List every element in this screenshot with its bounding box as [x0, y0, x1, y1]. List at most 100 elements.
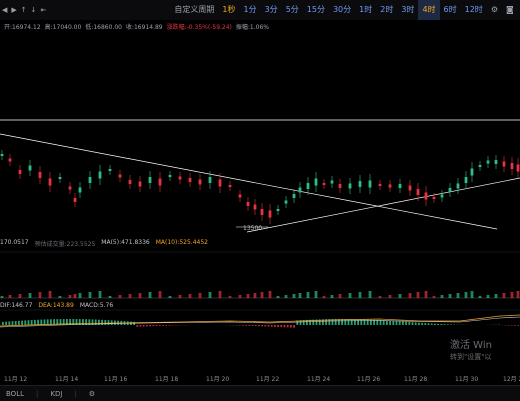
volume-bar: [209, 292, 212, 298]
candle-body: [293, 194, 296, 198]
macd-bar: [450, 324, 452, 325]
macd-bar: [511, 325, 513, 326]
candle-body: [19, 170, 22, 174]
candle-body: [79, 188, 82, 193]
candle-body: [239, 195, 242, 198]
macd-bar: [248, 325, 250, 326]
volume-bar: [247, 294, 250, 298]
volume-bar: [479, 296, 482, 298]
candle-body: [487, 161, 490, 164]
candle-body: [441, 195, 444, 198]
macd-bar: [284, 325, 286, 327]
candle-body: [331, 181, 334, 184]
candle-body: [471, 169, 474, 176]
macd-bar: [293, 325, 295, 328]
volume-bar: [517, 291, 520, 298]
macd-value: MACD:5.76: [80, 302, 113, 309]
volume-bar: [495, 294, 498, 298]
candle-body: [219, 180, 222, 187]
macd-bar: [447, 324, 449, 325]
candle-body: [179, 177, 182, 180]
volume-bar: [307, 292, 310, 298]
candle-body: [169, 175, 172, 177]
candle-body: [129, 180, 132, 184]
x-tick-label: 11月 30: [455, 374, 478, 383]
macd-bar: [351, 319, 353, 325]
volume-bar: [129, 294, 132, 298]
macd-bar: [146, 325, 148, 326]
gear-icon[interactable]: ⚙: [83, 390, 101, 398]
candle-body: [59, 177, 62, 179]
macd-bar: [255, 325, 257, 326]
candle-body: [29, 166, 32, 171]
volume-bar: [331, 295, 334, 298]
macd-bar: [162, 325, 164, 326]
macd-bar: [8, 321, 10, 325]
candle-body: [69, 187, 72, 190]
windows-activation-watermark: 激活 Win: [450, 336, 492, 351]
volume-bar: [109, 296, 112, 298]
macd-bar: [108, 320, 110, 325]
macd-bar: [418, 323, 420, 325]
volume-bar: [219, 291, 222, 298]
macd-bar: [271, 325, 273, 327]
volume-bar: [1, 296, 4, 298]
macd-bars-group: [2, 319, 519, 328]
macd-bar: [252, 325, 254, 326]
candle-body: [189, 178, 192, 182]
x-tick-label: 11月 28: [404, 374, 427, 383]
macd-bar: [258, 325, 260, 326]
macd-bar: [389, 321, 391, 325]
volume-bar: [465, 292, 468, 298]
volume-bar: [119, 295, 122, 298]
ma5-value: MA(5):471.8336: [101, 239, 149, 248]
ma-predicted: 预估成交量:223.5525: [35, 239, 96, 248]
x-tick-label: 11月 26: [357, 374, 380, 383]
volume-bar: [487, 295, 490, 298]
macd-bar: [383, 320, 385, 325]
volume-bar: [19, 294, 22, 298]
macd-bar: [392, 321, 394, 325]
candlestick-chart[interactable]: 13500: [0, 0, 520, 372]
macd-bar: [287, 325, 289, 327]
tab-boll[interactable]: BOLL: [0, 390, 30, 398]
candle-body: [409, 186, 412, 191]
macd-bar: [364, 319, 366, 325]
macd-bar: [242, 325, 244, 326]
macd-bar: [136, 325, 138, 327]
volume-bar: [503, 293, 506, 298]
macd-bar: [277, 325, 279, 327]
candle-body: [359, 181, 362, 187]
volume-bar: [349, 293, 352, 298]
volume-bar: [457, 293, 460, 298]
candle-body: [139, 182, 142, 187]
volume-bar: [229, 296, 232, 298]
macd-bar: [156, 325, 158, 326]
volume-bar: [89, 292, 92, 298]
indicator-tabs: BOLL | KDJ | ⚙: [0, 385, 520, 401]
volume-bar: [29, 293, 32, 298]
tab-kdj[interactable]: KDJ: [44, 390, 68, 398]
macd-bar: [434, 324, 436, 325]
volume-bar: [277, 296, 280, 298]
volume-bar: [9, 295, 12, 298]
windows-activation-watermark-sub: 转到"设置"以: [450, 352, 491, 362]
macd-bar: [12, 321, 14, 325]
macd-bar: [239, 325, 241, 326]
candle-body: [479, 165, 482, 167]
separator: |: [30, 390, 44, 398]
volume-bar: [379, 296, 382, 298]
volume-bar: [49, 291, 52, 298]
macd-bar: [437, 324, 439, 325]
macd-bar: [21, 321, 23, 325]
volume-bar: [159, 291, 162, 298]
volume-bar: [254, 293, 257, 298]
macd-bar: [408, 322, 410, 325]
candle-body: [1, 154, 4, 156]
volume-bar: [511, 292, 514, 298]
macd-bar: [79, 319, 81, 325]
trend-line-up: [247, 178, 520, 232]
candle-body: [199, 180, 202, 185]
macd-bar: [18, 321, 20, 325]
volume-bar: [409, 293, 412, 298]
